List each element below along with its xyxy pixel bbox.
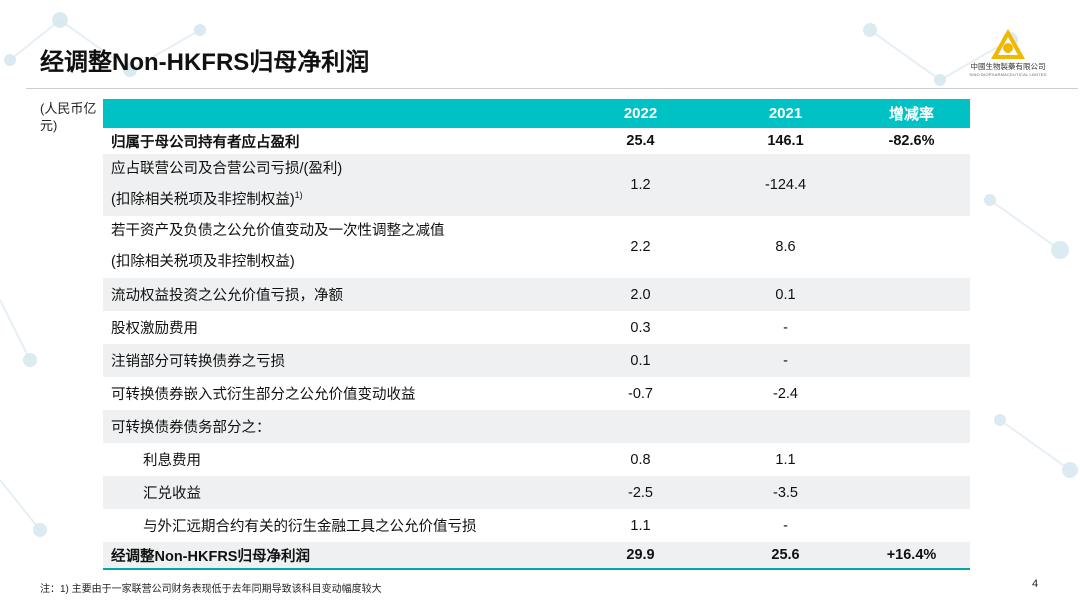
value-2022: 0.8 [563, 443, 718, 476]
row-label-cell: 应占联营公司及合营公司亏损/(盈利) (扣除相关税项及非控制权益)1) [103, 154, 563, 216]
table-row: 若干资产及负债之公允价值变动及一次性调整之减值 (扣除相关税项及非控制权益) 2… [103, 216, 970, 278]
row-label: 经调整Non-HKFRS归母净利润 [103, 542, 563, 570]
value-2022: -0.7 [563, 377, 718, 410]
header-change: 增减率 [853, 99, 970, 128]
value-2021: - [718, 509, 853, 542]
value-2022: -2.5 [563, 476, 718, 509]
row-sublabel: (扣除相关税项及非控制权益) [111, 254, 295, 270]
table-row: 流动权益投资之公允价值亏损，净额 2.0 0.1 [103, 278, 970, 311]
value-2022 [563, 410, 718, 443]
change-rate: +16.4% [853, 542, 970, 570]
change-rate [853, 377, 970, 410]
row-label: 若干资产及负债之公允价值变动及一次性调整之减值 [111, 223, 445, 239]
value-2021: 8.6 [718, 216, 853, 278]
triangle-logo-icon [991, 29, 1025, 59]
table-row: 汇兑收益 -2.5 -3.5 [103, 476, 970, 509]
table-row: 可转换债券债务部分之： [103, 410, 970, 443]
row-label: 注销部分可转换债券之亏损 [103, 344, 563, 377]
change-rate [853, 476, 970, 509]
change-rate [853, 344, 970, 377]
page-number: 4 [1032, 578, 1039, 590]
value-2021: -2.4 [718, 377, 853, 410]
value-2022: 2.2 [563, 216, 718, 278]
value-2022: 0.3 [563, 311, 718, 344]
unit-label: (人民币亿元) [40, 101, 97, 133]
row-label: 可转换债券嵌入式衍生部分之公允价值变动收益 [103, 377, 563, 410]
value-2021: 25.6 [718, 542, 853, 570]
value-2021 [718, 410, 853, 443]
footnote-marker: 1) [294, 190, 303, 201]
value-2022: 25.4 [563, 128, 718, 154]
change-rate [853, 278, 970, 311]
row-label-cell: 若干资产及负债之公允价值变动及一次性调整之减值 (扣除相关税项及非控制权益) [103, 216, 563, 278]
value-2021: -124.4 [718, 154, 853, 216]
change-rate [853, 410, 970, 443]
row-label: 归属于母公司持有者应占盈利 [103, 128, 563, 154]
financial-table: 2022 2021 增减率 归属于母公司持有者应占盈利 25.4 146.1 -… [103, 99, 970, 570]
table-row: 归属于母公司持有者应占盈利 25.4 146.1 -82.6% [103, 128, 970, 154]
table-row: 股权激励费用 0.3 - [103, 311, 970, 344]
table-header-row: 2022 2021 增减率 [103, 99, 970, 128]
value-2021: 1.1 [718, 443, 853, 476]
header-2021: 2021 [718, 99, 853, 128]
row-sublabel: (扣除相关税项及非控制权益) [111, 192, 295, 208]
row-label: 利息费用 [103, 443, 563, 476]
row-label: 股权激励费用 [103, 311, 563, 344]
value-2021: - [718, 344, 853, 377]
footnote: 注：1) 主要由于一家联营公司财务表现低于去年同期导致该科目变动幅度较大 [40, 584, 382, 595]
value-2021: 0.1 [718, 278, 853, 311]
row-label: 汇兑收益 [103, 476, 563, 509]
header-label [103, 99, 563, 128]
table-row: 利息费用 0.8 1.1 [103, 443, 970, 476]
value-2022: 1.1 [563, 509, 718, 542]
page-title: 经调整Non-HKFRS归母净利润 [40, 49, 370, 76]
table-row: 注销部分可转换债券之亏损 0.1 - [103, 344, 970, 377]
value-2022: 2.0 [563, 278, 718, 311]
logo-company-en: SINO BIOPHARMACEUTICAL LIMITED [969, 72, 1047, 77]
row-sublabel-wrap: (扣除相关税项及非控制权益)1) [111, 185, 555, 216]
title-divider [26, 88, 1078, 89]
value-2021: 146.1 [718, 128, 853, 154]
value-2022: 29.9 [563, 542, 718, 570]
header-2022: 2022 [563, 99, 718, 128]
change-rate [853, 443, 970, 476]
row-label: 可转换债券债务部分之： [103, 410, 563, 443]
company-logo: 中國生物製藥有限公司 SINO BIOPHARMACEUTICAL LIMITE… [960, 28, 1056, 84]
value-2021: - [718, 311, 853, 344]
table-total-row: 经调整Non-HKFRS归母净利润 29.9 25.6 +16.4% [103, 542, 970, 570]
row-label: 流动权益投资之公允价值亏损，净额 [103, 278, 563, 311]
table-row: 可转换债券嵌入式衍生部分之公允价值变动收益 -0.7 -2.4 [103, 377, 970, 410]
table-row: 与外汇远期合约有关的衍生金融工具之公允价值亏损 1.1 - [103, 509, 970, 542]
table-row: 应占联营公司及合营公司亏损/(盈利) (扣除相关税项及非控制权益)1) 1.2 … [103, 154, 970, 216]
value-2022: 1.2 [563, 154, 718, 216]
row-label: 与外汇远期合约有关的衍生金融工具之公允价值亏损 [103, 509, 563, 542]
change-rate [853, 216, 970, 278]
change-rate [853, 154, 970, 216]
value-2022: 0.1 [563, 344, 718, 377]
change-rate [853, 311, 970, 344]
value-2021: -3.5 [718, 476, 853, 509]
change-rate: -82.6% [853, 128, 970, 154]
row-label: 应占联营公司及合营公司亏损/(盈利) [111, 161, 343, 177]
change-rate [853, 509, 970, 542]
logo-company-cn: 中國生物製藥有限公司 [970, 62, 1046, 71]
